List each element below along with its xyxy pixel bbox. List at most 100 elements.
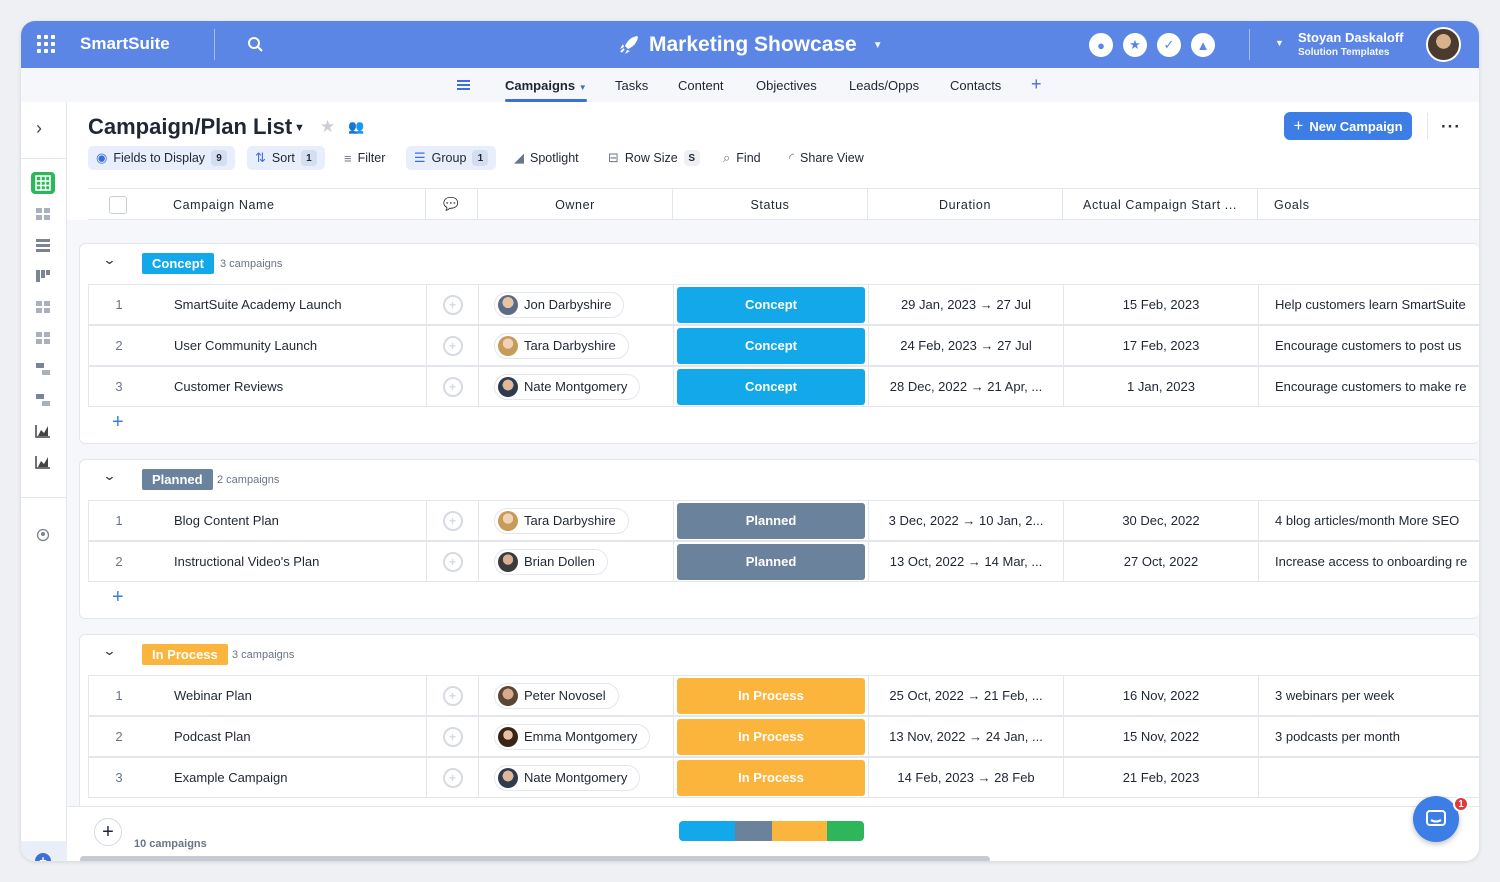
tab-campaigns[interactable]: Campaigns ▼ [505, 78, 587, 93]
chevron-down-icon[interactable]: ▼ [1275, 38, 1284, 48]
workspace-title[interactable]: Marketing Showcase ▼ [617, 31, 883, 59]
comments-cell[interactable]: + [427, 758, 479, 797]
table-row[interactable]: 1 Blog Content Plan + Tara Darbyshire Pl… [88, 500, 1479, 541]
table-row[interactable]: 2 Instructional Video's Plan + Brian Dol… [88, 541, 1479, 582]
list-view-icon[interactable] [35, 238, 51, 252]
team-icon[interactable]: ● [1089, 33, 1113, 57]
status-badge[interactable]: In Process [677, 759, 865, 796]
apps-grid-icon[interactable] [37, 35, 55, 53]
spotlight-button[interactable]: ◢ Spotlight [506, 146, 587, 170]
calendar-view-icon[interactable] [35, 300, 51, 314]
add-comment-icon[interactable]: + [442, 510, 463, 531]
user-name[interactable]: Stoyan Daskaloff [1298, 30, 1404, 45]
status-cell[interactable]: Concept [674, 367, 869, 406]
group-button[interactable]: ☰ Group 1 [406, 146, 497, 170]
expand-sidebar-icon[interactable]: › [36, 118, 42, 138]
status-cell[interactable]: In Process [674, 676, 869, 715]
horizontal-scrollbar[interactable] [80, 856, 990, 861]
owner-cell[interactable]: Emma Montgomery [479, 717, 674, 756]
status-badge[interactable]: Planned [677, 543, 865, 580]
status-cell[interactable]: Planned [674, 501, 869, 540]
status-badge[interactable]: Concept [677, 327, 865, 364]
actual-start-cell[interactable]: 17 Feb, 2023 [1064, 326, 1259, 365]
column-header-comments[interactable]: 💬 [426, 189, 478, 220]
owner-cell[interactable]: Tara Darbyshire [479, 326, 674, 365]
owner-chip[interactable]: Tara Darbyshire [494, 507, 629, 534]
timeline-view-icon[interactable] [35, 362, 51, 376]
form-view-icon[interactable] [35, 528, 51, 542]
menu-icon[interactable] [457, 80, 470, 90]
card-view-icon[interactable] [35, 207, 51, 221]
owner-chip[interactable]: Nate Montgomery [494, 373, 641, 400]
duration-cell[interactable]: 28 Dec, 2022 → 21 Apr, ... [869, 367, 1064, 406]
tab-content[interactable]: Content [678, 78, 724, 93]
row-size-button[interactable]: ⊟ Row Size S [600, 146, 708, 170]
campaign-name-cell[interactable]: Podcast Plan [149, 717, 427, 756]
table-row[interactable]: 1 Webinar Plan + Peter Novosel In Proces… [88, 675, 1479, 716]
duration-cell[interactable]: 13 Oct, 2022 → 14 Mar, ... [869, 542, 1064, 581]
owner-cell[interactable]: Brian Dollen [479, 542, 674, 581]
owner-chip[interactable]: Tara Darbyshire [494, 332, 629, 359]
owner-chip[interactable]: Peter Novosel [494, 682, 619, 709]
duration-cell[interactable]: 3 Dec, 2022 → 10 Jan, 2... [869, 501, 1064, 540]
fields-to-display-button[interactable]: ◉ Fields to Display 9 [88, 146, 236, 170]
collapse-group-chevron-icon[interactable]: ⌄ [102, 643, 117, 658]
table-row[interactable]: 3 Example Campaign + Nate Montgomery In … [88, 757, 1479, 798]
actual-start-cell[interactable]: 27 Oct, 2022 [1064, 542, 1259, 581]
column-header-goals[interactable]: Goals [1274, 197, 1310, 212]
collapse-group-chevron-icon[interactable]: ⌄ [102, 252, 117, 267]
grid-view-icon[interactable] [31, 172, 55, 194]
notifications-bell-icon[interactable]: ▲ [1191, 33, 1215, 57]
add-row-icon[interactable]: + [112, 586, 124, 608]
table-row[interactable]: 1 SmartSuite Academy Launch + Jon Darbys… [88, 284, 1479, 325]
add-comment-icon[interactable]: + [442, 376, 463, 397]
status-cell[interactable]: Planned [674, 542, 869, 581]
add-tab-icon[interactable]: + [1031, 74, 1042, 94]
add-view-icon[interactable]: + [35, 853, 51, 861]
status-summary-bar[interactable] [679, 821, 864, 841]
goals-cell[interactable] [1259, 758, 1479, 797]
column-header-owner[interactable]: Owner [478, 189, 673, 220]
campaign-name-cell[interactable]: Blog Content Plan [149, 501, 427, 540]
goals-cell[interactable]: Increase access to onboarding re [1275, 554, 1468, 569]
status-cell[interactable]: Concept [674, 326, 869, 365]
dashboard-view-icon[interactable] [35, 455, 51, 469]
table-row[interactable]: 2 User Community Launch + Tara Darbyshir… [88, 325, 1479, 366]
add-comment-icon[interactable]: + [442, 767, 463, 788]
actual-start-cell[interactable]: 1 Jan, 2023 [1064, 367, 1259, 406]
add-comment-icon[interactable]: + [442, 294, 463, 315]
owner-cell[interactable]: Nate Montgomery [479, 367, 674, 406]
tasks-check-icon[interactable]: ✓ [1157, 33, 1181, 57]
status-badge[interactable]: Concept [677, 368, 865, 405]
favorites-star-icon[interactable]: ★ [1123, 33, 1147, 57]
filter-button[interactable]: ≡ Filter [336, 146, 393, 170]
tab-tasks[interactable]: Tasks [615, 78, 649, 93]
find-button[interactable]: ⌕ Find [715, 146, 769, 170]
comments-cell[interactable]: + [427, 285, 479, 324]
table-row[interactable]: 2 Podcast Plan + Emma Montgomery In Proc… [88, 716, 1479, 757]
chat-support-button[interactable] [1413, 796, 1459, 842]
chart-view-icon[interactable] [35, 424, 51, 438]
actual-start-cell[interactable]: 15 Nov, 2022 [1064, 717, 1259, 756]
campaign-name-cell[interactable]: Webinar Plan [149, 676, 427, 715]
favorite-star-icon[interactable]: ★ [320, 117, 336, 136]
goals-cell[interactable]: Help customers learn SmartSuite [1275, 297, 1466, 312]
add-comment-icon[interactable]: + [442, 685, 463, 706]
add-comment-icon[interactable]: + [442, 726, 463, 747]
tab-contacts[interactable]: Contacts [950, 78, 1002, 93]
campaign-name-cell[interactable]: Instructional Video's Plan [149, 542, 427, 581]
actual-start-cell[interactable]: 16 Nov, 2022 [1064, 676, 1259, 715]
add-record-button[interactable]: + [94, 818, 122, 846]
status-cell[interactable]: Concept [674, 285, 869, 324]
column-header-actual-start[interactable]: Actual Campaign Start ... [1063, 189, 1258, 220]
status-badge[interactable]: In Process [677, 718, 865, 755]
actual-start-cell[interactable]: 30 Dec, 2022 [1064, 501, 1259, 540]
goals-cell[interactable]: Encourage customers to post us [1275, 338, 1462, 353]
column-header-status[interactable]: Status [673, 189, 868, 220]
campaign-name-cell[interactable]: Customer Reviews [149, 367, 427, 406]
share-view-button[interactable]: ◜ Share View [781, 146, 872, 170]
status-badge[interactable]: Concept [677, 286, 865, 323]
add-row-icon[interactable]: + [112, 411, 124, 433]
comments-cell[interactable]: + [427, 367, 479, 406]
gallery-view-icon[interactable] [35, 331, 51, 345]
